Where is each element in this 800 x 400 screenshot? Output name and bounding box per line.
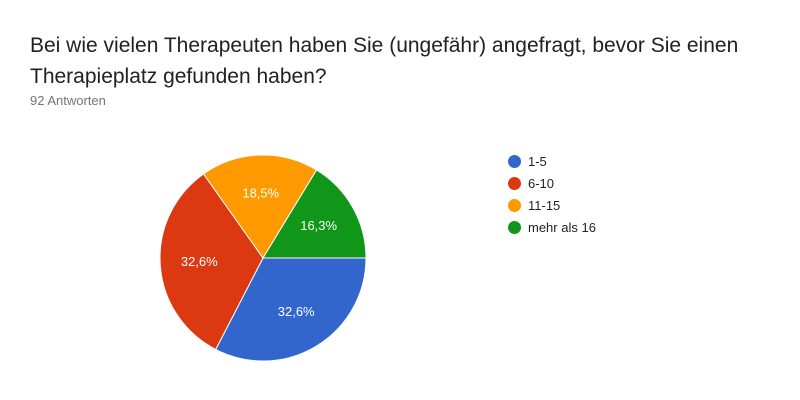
pie-slice-mehr-als-16 [262,169,367,259]
legend-color-dot [508,220,521,234]
response-count: 92 Antworten [30,93,106,108]
pie-slice-6-10 [159,173,264,351]
question-title: Bei wie vielen Therapeuten haben Sie (un… [30,34,739,88]
pie-label-6-10: 32,6% [181,254,218,269]
legend-item-mehr-als-16: mehr als 16 [508,216,596,238]
legend-label: 6-10 [528,175,555,191]
pie-slice-1-5 [214,257,367,362]
legend-item-11-15: 11-15 [508,194,596,216]
legend-item-1-5: 1-5 [508,150,596,172]
legend-color-dot [508,154,521,168]
legend-label: 11-15 [528,197,561,213]
pie-label-11-15: 18,5% [242,186,279,201]
chart-legend: 1-5 6-10 11-15 mehr als 16 [508,150,596,238]
legend-label: mehr als 16 [528,219,596,235]
legend-color-dot [508,176,521,190]
legend-color-dot [508,198,521,212]
pie-label-mehr-als-16: 16,3% [300,218,337,233]
legend-label: 1-5 [528,153,547,169]
legend-item-6-10: 6-10 [508,172,596,194]
pie-slice-11-15 [202,154,318,259]
pie-label-1-5: 32,6% [278,304,315,319]
